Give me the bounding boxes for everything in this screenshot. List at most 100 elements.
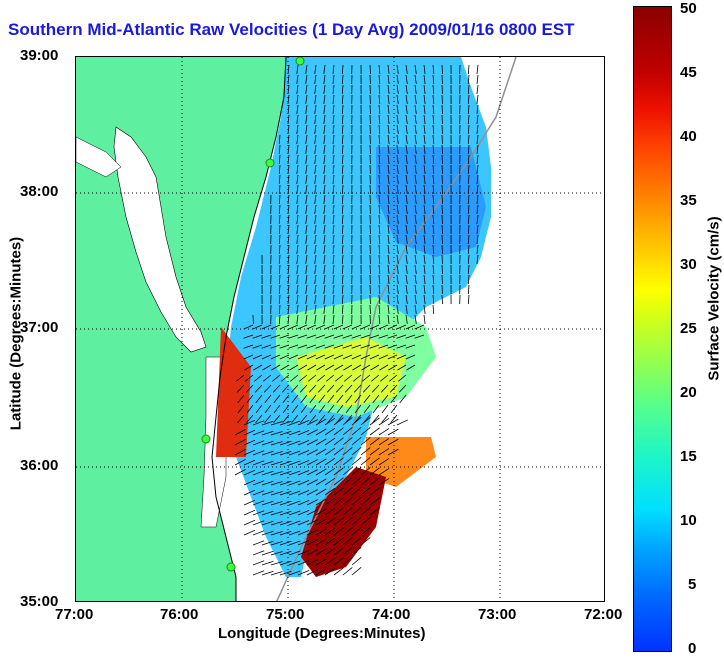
velocity-arrow [369, 244, 371, 255]
velocity-arrow [278, 264, 281, 275]
velocity-arrow [261, 550, 274, 556]
velocity-arrow [351, 566, 362, 576]
velocity-arrow [369, 144, 371, 155]
velocity-arrow [281, 384, 290, 393]
velocity-arrow [387, 124, 390, 134]
velocity-arrow [243, 489, 256, 496]
velocity-arrow [332, 94, 335, 104]
station-marker [226, 562, 236, 572]
velocity-arrow [441, 64, 443, 75]
velocity-arrow [332, 264, 335, 274]
velocity-arrow [369, 324, 380, 330]
velocity-arrow [396, 134, 399, 144]
velocity-arrow [467, 244, 470, 255]
velocity-arrow [314, 84, 317, 94]
velocity-arrow [378, 324, 389, 330]
velocity-arrow [314, 244, 317, 254]
velocity-arrow [324, 567, 336, 576]
velocity-arrow [387, 64, 390, 74]
station-marker [295, 57, 305, 66]
velocity-arrow [342, 467, 353, 476]
velocity-arrow [288, 480, 301, 486]
velocity-arrow [335, 374, 344, 382]
velocity-arrow [405, 124, 408, 134]
velocity-arrow [306, 539, 318, 546]
velocity-arrow [282, 414, 290, 423]
velocity-arrow [369, 467, 380, 476]
velocity-arrow [467, 154, 470, 165]
velocity-arrow [405, 94, 408, 104]
velocity-arrow [261, 570, 274, 576]
velocity-arrow [360, 517, 371, 526]
velocity-arrow [296, 184, 299, 194]
velocity-arrow [342, 457, 353, 466]
velocity-arrow [467, 224, 470, 235]
velocity-arrow [288, 354, 299, 360]
velocity-arrow [287, 64, 290, 74]
velocity-arrow [371, 374, 380, 382]
velocity-arrow [467, 144, 470, 155]
velocity-arrow [299, 384, 308, 393]
velocity-arrow [309, 404, 317, 414]
velocity-arrow [399, 394, 407, 404]
velocity-arrow [287, 84, 290, 94]
velocity-arrow [261, 460, 274, 466]
velocity-arrow [332, 314, 335, 324]
velocity-arrow [306, 429, 318, 436]
x-axis-label: Longitude (Degrees:Minutes) [218, 625, 426, 642]
velocity-arrow [315, 468, 327, 476]
velocity-arrow [254, 384, 263, 393]
velocity-arrow [253, 364, 263, 371]
velocity-arrow [243, 469, 256, 476]
velocity-arrow [261, 324, 272, 330]
velocity-arrow [360, 447, 371, 456]
colorbar-tick: 50 [680, 0, 697, 17]
velocity-arrow [387, 154, 390, 164]
velocity-arrow [341, 254, 344, 265]
velocity-arrow [323, 124, 326, 134]
velocity-arrow [305, 234, 308, 244]
velocity-arrow [333, 477, 344, 486]
velocity-arrow [288, 420, 301, 426]
colorbar-tick: 30 [680, 256, 697, 273]
velocity-arrow [342, 477, 353, 486]
velocity-arrow [315, 568, 327, 576]
x-tick: 73:00 [478, 606, 517, 623]
velocity-arrow [333, 417, 344, 426]
velocity-arrow [270, 481, 283, 486]
velocity-arrow [306, 519, 318, 526]
velocity-arrow [342, 537, 353, 546]
velocity-arrow [297, 440, 310, 446]
velocity-arrow [323, 314, 326, 324]
velocity-arrow [423, 154, 426, 164]
velocity-arrow [387, 448, 399, 456]
velocity-arrow [287, 124, 290, 134]
velocity-arrow [305, 134, 308, 144]
velocity-arrow [298, 364, 308, 371]
velocity-arrow [369, 224, 371, 235]
velocity-arrow [342, 334, 353, 339]
velocity-arrow [378, 144, 381, 155]
velocity-arrow [323, 174, 326, 184]
velocity-arrow [441, 134, 443, 145]
velocity-arrow [297, 344, 308, 349]
velocity-arrow [432, 74, 435, 85]
velocity-arrow [378, 84, 381, 95]
velocity-arrow [389, 384, 398, 393]
velocity-arrow [305, 244, 308, 254]
velocity-arrow [387, 224, 390, 234]
velocity-arrow [441, 144, 443, 155]
velocity-arrow [341, 194, 344, 205]
velocity-arrow [306, 439, 318, 446]
velocity-arrow [362, 384, 371, 393]
velocity-arrow [279, 490, 292, 496]
velocity-arrow [333, 507, 344, 516]
velocity-arrow [414, 134, 417, 144]
velocity-arrow [372, 404, 380, 414]
velocity-arrow [423, 174, 426, 184]
velocity-arrow [342, 527, 353, 536]
velocity-arrow [387, 194, 390, 204]
velocity-arrow [314, 134, 317, 144]
velocity-arrow [323, 84, 326, 94]
velocity-arrow [315, 354, 326, 360]
